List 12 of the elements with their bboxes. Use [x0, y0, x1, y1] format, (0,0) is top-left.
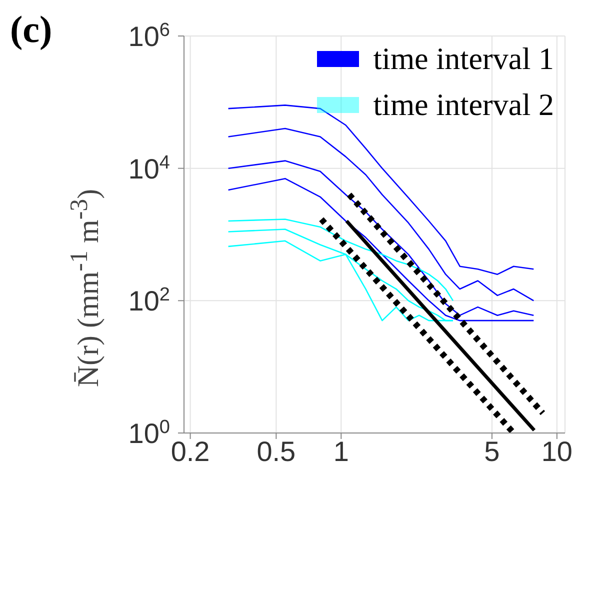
x-tick-label: 5: [484, 436, 500, 467]
x-tick-label: 1: [333, 436, 349, 467]
y-tick-label: 10$^{6}$: [128, 20, 170, 52]
y-tick-label: 10$^{2}$: [128, 284, 170, 317]
x-tick-label: 0.2: [170, 436, 210, 467]
x-tick-label: 10: [541, 436, 572, 467]
legend-label: time interval 2: [373, 86, 554, 124]
legend-label: time interval 1: [373, 40, 554, 78]
y-tick-label: 10$^{4}$: [128, 152, 170, 184]
chart-title: (c): [10, 8, 52, 52]
y-tick-label: 10$^{0}$: [128, 416, 170, 449]
x-tick-label: 0.5: [256, 436, 296, 467]
